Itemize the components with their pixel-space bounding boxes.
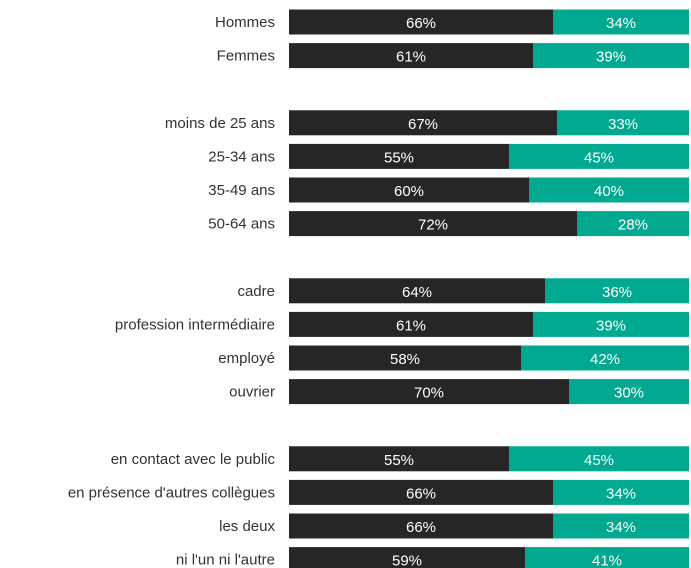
category-label: 50-64 ans bbox=[208, 216, 275, 233]
category-label: les deux bbox=[219, 518, 275, 535]
bar-value-label: 45% bbox=[584, 452, 614, 469]
bar-value-label: 66% bbox=[406, 15, 436, 32]
bar-value-label: 66% bbox=[406, 519, 436, 536]
bar-value-label: 39% bbox=[596, 317, 626, 334]
bar-value-label: 61% bbox=[396, 49, 426, 66]
category-label: cadre bbox=[237, 283, 275, 300]
bar-value-label: 64% bbox=[402, 284, 432, 301]
bar-value-label: 45% bbox=[584, 149, 614, 166]
category-label: en contact avec le public bbox=[111, 451, 276, 468]
bar-value-label: 67% bbox=[408, 116, 438, 133]
bar-value-label: 34% bbox=[606, 15, 636, 32]
bar-value-label: 72% bbox=[418, 217, 448, 234]
bar-value-label: 40% bbox=[594, 183, 624, 200]
category-label: 35-49 ans bbox=[208, 182, 275, 199]
bar-value-label: 41% bbox=[592, 553, 622, 568]
bar-value-label: 55% bbox=[384, 452, 414, 469]
category-label: employé bbox=[218, 350, 275, 367]
category-label: moins de 25 ans bbox=[165, 115, 275, 132]
category-label: ouvrier bbox=[229, 384, 275, 401]
category-label: Hommes bbox=[215, 14, 275, 31]
category-label: en présence d'autres collègues bbox=[68, 484, 275, 501]
category-label: Femmes bbox=[217, 48, 275, 65]
category-label: 25-34 ans bbox=[208, 148, 275, 165]
bar-value-label: 55% bbox=[384, 149, 414, 166]
bar-value-label: 59% bbox=[392, 553, 422, 568]
bar-value-label: 70% bbox=[414, 385, 444, 402]
category-label: ni l'un ni l'autre bbox=[176, 552, 275, 568]
bar-value-label: 39% bbox=[596, 49, 626, 66]
category-label: profession intermédiaire bbox=[115, 316, 275, 333]
bar-value-label: 36% bbox=[602, 284, 632, 301]
bar-value-label: 34% bbox=[606, 519, 636, 536]
bar-value-label: 34% bbox=[606, 485, 636, 502]
bar-value-label: 42% bbox=[590, 351, 620, 368]
bar-value-label: 58% bbox=[390, 351, 420, 368]
bar-value-label: 28% bbox=[618, 217, 648, 234]
bar-value-label: 33% bbox=[608, 116, 638, 133]
bar-value-label: 61% bbox=[396, 317, 426, 334]
bar-value-label: 30% bbox=[614, 385, 644, 402]
bar-value-label: 66% bbox=[406, 485, 436, 502]
bar-value-label: 60% bbox=[394, 183, 424, 200]
